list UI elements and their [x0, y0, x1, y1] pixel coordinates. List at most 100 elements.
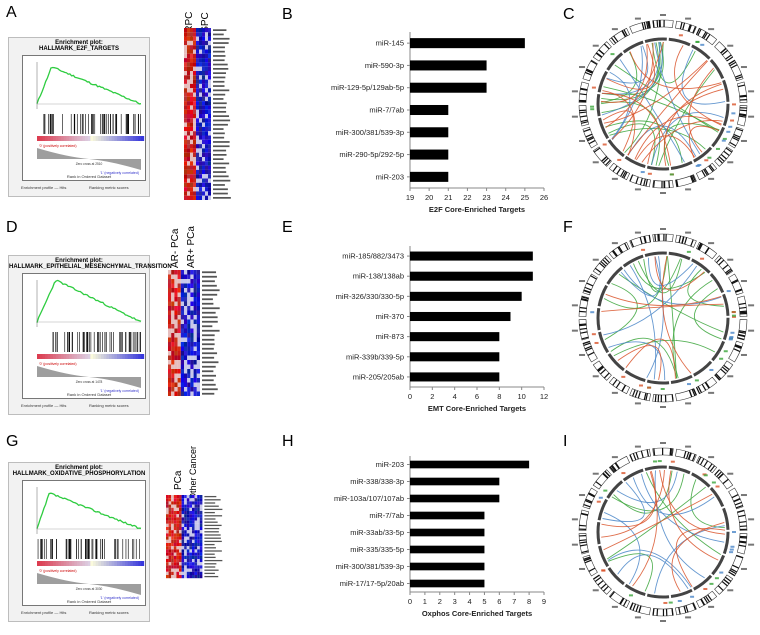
chromosome-band — [697, 456, 702, 464]
chromosome-band — [581, 296, 589, 300]
chromosome-band — [587, 493, 595, 498]
heatmap-cell — [187, 355, 191, 360]
heatmap-cell — [194, 568, 198, 572]
circos-link — [619, 59, 685, 163]
heatmap-cell — [184, 157, 187, 162]
heatmap-cell — [192, 539, 195, 543]
heatmap-cell — [186, 533, 190, 537]
heatmap-cell — [174, 387, 178, 392]
circos-link — [661, 256, 692, 374]
circos-link — [601, 303, 724, 312]
chromosome-band — [692, 602, 697, 610]
heatmap-cell — [168, 562, 172, 566]
heatmap-cell — [208, 79, 211, 84]
heatmap-cell — [176, 565, 179, 569]
heatmap-cell — [202, 71, 205, 76]
rank-gradient-cell — [74, 561, 78, 566]
chromosome-band — [647, 21, 650, 29]
gene-label-mark — [204, 508, 223, 511]
chromosome-band — [586, 68, 594, 73]
bar — [410, 251, 533, 261]
gene-label-mark — [213, 63, 228, 66]
heatmap-cell — [171, 501, 174, 505]
chromosome-segment — [675, 388, 697, 402]
heatmap-cell — [205, 28, 208, 33]
heatmap-cell — [184, 530, 187, 534]
heatmap-cell — [187, 337, 191, 342]
rank-gradient-cell — [58, 561, 62, 566]
chromosome-segment — [652, 180, 674, 189]
chromosome-band — [729, 569, 737, 575]
heatmap-cell — [184, 571, 187, 575]
chromosome-band — [738, 544, 746, 548]
chromosome-band — [635, 176, 639, 184]
bar — [410, 579, 485, 588]
heatmap-cell — [196, 301, 200, 306]
rank-gradient-cell — [66, 561, 70, 566]
heatmap-cell — [202, 191, 205, 196]
heatmap-cell — [166, 549, 169, 553]
heatmap-cell — [196, 279, 200, 284]
heatmap-cell — [184, 96, 187, 102]
heatmap-cell — [181, 517, 185, 521]
heatmap-cell — [181, 562, 185, 566]
chromosome-segment — [736, 509, 748, 531]
heatmap-cell — [173, 533, 177, 537]
chromosome-band — [701, 383, 707, 391]
gene-label-mark — [202, 361, 219, 364]
gene-label-mark — [709, 368, 714, 371]
heatmap-cell — [193, 324, 197, 329]
heatmap-cell — [174, 270, 178, 275]
heatmap-cell — [196, 378, 200, 383]
heatmap-cell — [176, 520, 179, 524]
rank-gradient-cell — [63, 136, 67, 141]
heatmap-cell — [197, 530, 200, 534]
heatmap-cell — [205, 126, 208, 132]
chromosome-label-mark — [748, 543, 755, 546]
heatmap-cell — [171, 319, 175, 324]
heatmap-cell — [190, 169, 193, 175]
heatmap-cell — [184, 373, 188, 378]
chromosome-label-mark — [592, 375, 599, 378]
gsea-plot-area: '0' (positively correlated)Zero cross at… — [22, 273, 146, 399]
heatmap-cell — [189, 517, 192, 521]
rank-gradient-cell — [103, 561, 107, 566]
gene-label-mark — [213, 141, 230, 143]
chromosome-segment — [582, 487, 598, 510]
gene-label-mark — [653, 460, 658, 463]
chromosome-band — [739, 310, 747, 313]
gene-label-mark — [204, 572, 215, 575]
heatmap-cell — [171, 504, 174, 508]
chromosome-label-mark — [634, 231, 641, 234]
heatmap-cell — [173, 539, 177, 543]
rank-gradient-cell — [133, 136, 137, 141]
heatmap-cell — [202, 161, 205, 166]
heatmap-cell — [189, 498, 192, 502]
heatmap-cell — [190, 101, 193, 106]
heatmap-cell — [202, 45, 205, 50]
heatmap-cell — [184, 559, 187, 563]
heatmap-cell — [184, 169, 187, 175]
x-tick-label: 12 — [540, 392, 548, 401]
positive-label: '0' (positively correlated) — [39, 362, 77, 366]
heatmap-cell — [171, 539, 174, 543]
chromosome-band — [735, 288, 743, 293]
chromosome-band — [735, 344, 743, 348]
heatmap-cell — [187, 315, 191, 320]
chromosome-band — [730, 64, 738, 69]
chromosome-band — [595, 481, 602, 487]
heatmap-cell — [194, 514, 198, 518]
heatmap-cell — [208, 152, 211, 157]
chromosome-label-mark — [579, 139, 586, 142]
heatmap-cell — [171, 507, 174, 511]
heatmap-cell — [187, 131, 190, 136]
heatmap-cell — [187, 157, 190, 162]
heatmap-cell — [171, 283, 175, 288]
heatmap-cell — [202, 101, 205, 106]
heatmap-cell — [184, 514, 187, 518]
heatmap-cell — [166, 527, 169, 531]
chromosome-band — [611, 464, 617, 472]
heatmap-cell — [168, 536, 172, 540]
circos-plot-emt — [571, 228, 755, 408]
heatmap-cell — [184, 195, 187, 200]
